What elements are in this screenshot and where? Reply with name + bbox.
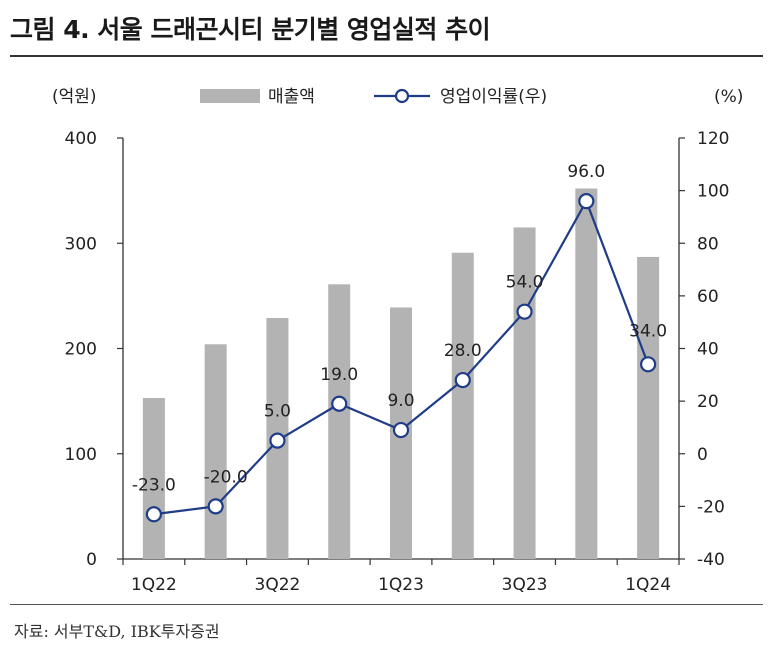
legend-bar-label: 매출액	[268, 87, 315, 107]
margin-point	[331, 395, 348, 412]
margin-point	[578, 193, 595, 210]
right-tick-label: 120	[697, 129, 729, 149]
revenue-bar	[328, 284, 351, 559]
right-tick-label: 100	[697, 182, 729, 202]
figure-title: 그림 4. 서울 드래곤시티 분기별 영업실적 추이	[10, 15, 491, 44]
right-tick-label: 0	[697, 445, 708, 465]
margin-data-label: 96.0	[567, 162, 605, 182]
x-tick-label: 1Q23	[378, 575, 424, 595]
margin-data-label: 34.0	[629, 321, 667, 341]
margin-data-label: 54.0	[506, 273, 544, 293]
revenue-bar	[451, 252, 474, 559]
legend-line-label: 영업이익률(우)	[440, 87, 547, 107]
x-tick-label: 1Q22	[131, 575, 177, 595]
left-tick-label: 300	[65, 234, 97, 254]
legend-bar-swatch	[200, 89, 260, 103]
title-rule	[10, 55, 763, 57]
x-tick-label: 3Q22	[255, 575, 301, 595]
left-unit-label: (억원)	[52, 87, 97, 107]
margin-point	[145, 506, 162, 523]
legend: 매출액 영업이익률(우)	[200, 87, 547, 107]
legend-line-marker	[394, 88, 410, 104]
data-labels: -23.0 -20.0 5.0 19.0 9.0 28.0 54.0 96.0 34.0	[132, 162, 667, 495]
right-tick-label: 80	[697, 234, 719, 254]
margin-data-label: -23.0	[132, 475, 176, 495]
margin-data-label: 9.0	[387, 391, 414, 411]
revenue-bar	[575, 188, 598, 559]
margin-point	[207, 498, 224, 515]
margin-point	[269, 432, 286, 449]
margin-point	[640, 356, 657, 373]
margin-point	[392, 421, 410, 439]
bar-series	[142, 188, 660, 559]
margin-data-label: 28.0	[444, 341, 482, 361]
x-tick-label: 1Q24	[625, 575, 671, 595]
margin-data-label: 19.0	[320, 365, 358, 385]
right-tick-label: 40	[697, 340, 719, 360]
left-tick-label: 0	[86, 550, 97, 570]
right-tick-label: 60	[697, 287, 719, 307]
right-tick-label: -20	[697, 497, 725, 517]
line-series	[145, 193, 657, 523]
margin-point	[516, 303, 533, 320]
right-tick-label: -40	[697, 550, 725, 570]
right-tick-label: 20	[697, 392, 719, 412]
right-unit-label: (%)	[714, 87, 743, 107]
left-tick-label: 400	[65, 129, 97, 149]
left-tick-label: 200	[65, 340, 97, 360]
x-tick-label: 3Q23	[502, 575, 548, 595]
revenue-bar	[637, 256, 660, 559]
margin-point	[454, 371, 471, 389]
left-tick-label: 100	[65, 445, 97, 465]
source-rule	[10, 604, 763, 605]
margin-data-label: 5.0	[264, 402, 291, 422]
margin-data-label: -20.0	[204, 467, 248, 487]
source-note: 자료: 서부T&D, IBK투자증권	[14, 622, 220, 641]
revenue-bar	[204, 344, 227, 559]
